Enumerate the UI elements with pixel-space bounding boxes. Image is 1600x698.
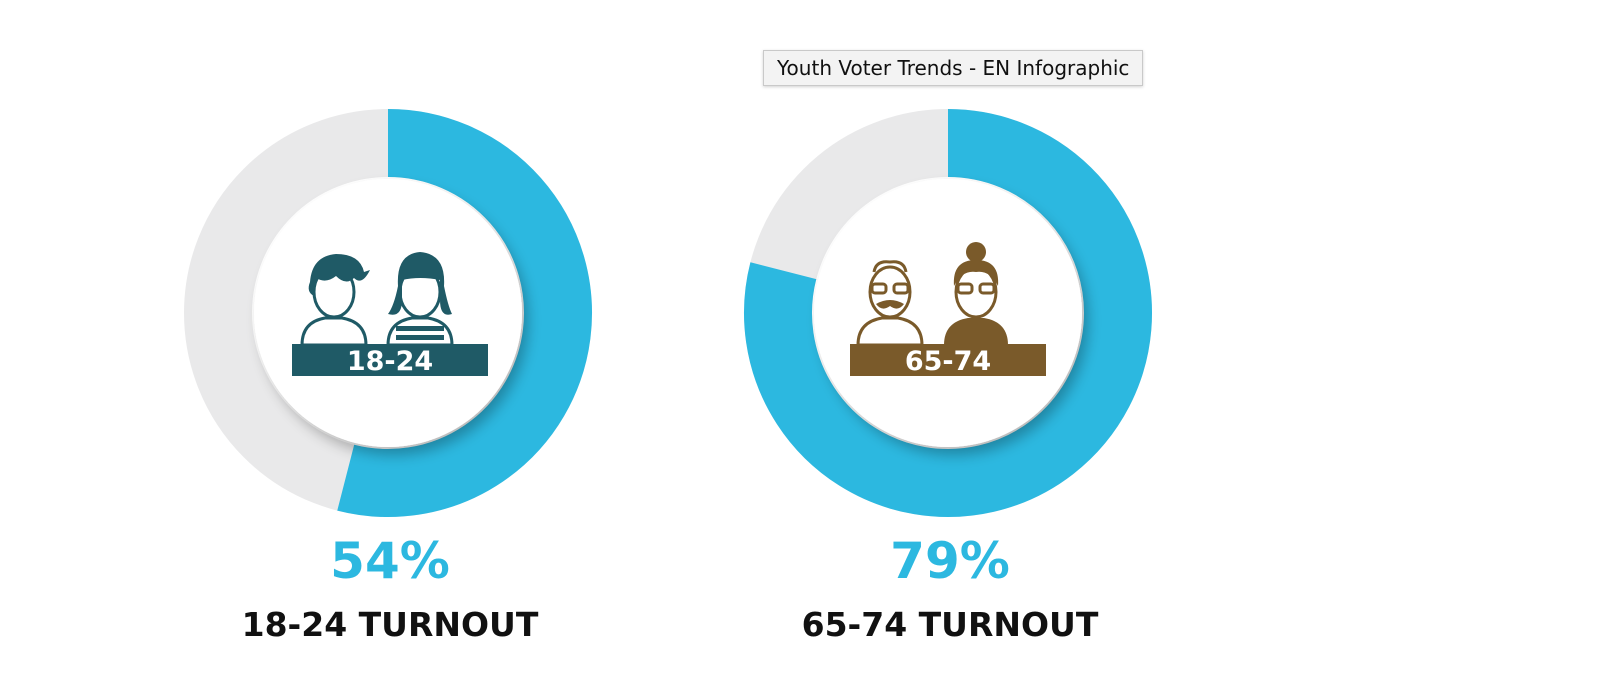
- donut-center-18-24: [254, 179, 522, 447]
- percent-value-18-24: 54%: [330, 532, 450, 590]
- senior-couple-icon: [850, 242, 1046, 376]
- turnout-label-18-24: 18-24 TURNOUT: [242, 605, 539, 644]
- donut-slice-65-74-turnout: [744, 109, 1152, 517]
- age-badge-65-74: [850, 344, 1046, 376]
- young-couple-icon: [292, 252, 488, 376]
- donut-center-65-74: [814, 179, 1082, 447]
- donut-slice-18-24-turnout: [337, 109, 592, 517]
- age-badge-text-65-74: 65-74: [905, 346, 991, 377]
- donut-chart-18-24: 18-24 54% 18-24 TURNOUT: [184, 109, 592, 644]
- turnout-label-65-74: 65-74 TURNOUT: [802, 605, 1099, 644]
- tooltip: Youth Voter Trends - EN Infographic: [763, 50, 1144, 86]
- age-badge-18-24: [292, 344, 488, 376]
- age-badge-text-18-24: 18-24: [347, 346, 433, 377]
- percent-value-65-74: 79%: [890, 532, 1010, 590]
- donut-chart-65-74: 65-74 79% 65-74 TURNOUT: [744, 109, 1152, 644]
